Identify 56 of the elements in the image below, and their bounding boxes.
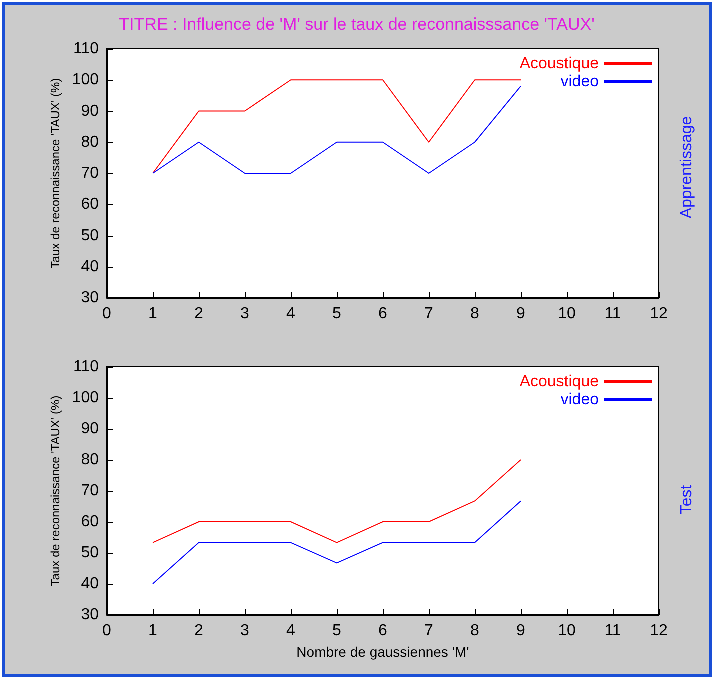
x-tick-label: 1	[148, 306, 158, 322]
x-tick-label: 9	[516, 306, 526, 322]
y-tick-label: 100	[72, 72, 100, 89]
legend-label: Acoustique	[520, 374, 600, 390]
x-tick-label: 3	[240, 622, 250, 640]
x-tick-label: 12	[650, 622, 668, 640]
y-tick-label: 70	[81, 482, 100, 500]
y-axis-title: Taux de reconnaissance 'TAUX' (%)	[48, 78, 62, 269]
y-tick-label: 30	[81, 290, 100, 306]
y-tick-label: 70	[81, 165, 100, 182]
x-tick-label: 6	[378, 622, 388, 640]
x-tick-label: 0	[102, 306, 112, 322]
y-tick-label: 40	[81, 258, 100, 276]
y-tick-label: 80	[81, 452, 100, 468]
x-tick-label: 0	[102, 622, 112, 640]
x-tick-label: 2	[194, 306, 204, 322]
line-series	[152, 460, 522, 544]
y-tick-label: 60	[81, 514, 100, 530]
x-tick-label: 1	[148, 622, 158, 640]
x-tick-label: 10	[558, 622, 576, 640]
x-tick-label: 7	[424, 306, 434, 322]
chart-title: TITRE : Influence de 'M' sur le taux de reconnaisssance 'TAUX'	[119, 15, 595, 34]
x-tick-label: 4	[286, 622, 296, 640]
y-tick-label: 80	[81, 134, 100, 151]
y-tick-label: 110	[73, 358, 100, 376]
y-tick-label: 50	[81, 544, 100, 562]
x-tick-label: 10	[558, 306, 576, 322]
x-axis-title: Nombre de gaussiennes 'M'	[296, 644, 470, 660]
x-tick-label: 4	[286, 306, 296, 322]
y-tick-label: 110	[73, 40, 100, 58]
x-tick-label: 5	[332, 622, 342, 640]
y-tick-label: 100	[72, 390, 100, 406]
y-axis-title: Taux de reconnaissance 'TAUX' (%)	[48, 396, 62, 586]
legend-label: video	[560, 74, 600, 90]
line-series	[152, 500, 522, 584]
x-tick-label: 8	[470, 622, 480, 640]
y-tick-label: 90	[81, 420, 100, 438]
x-tick-label: 3	[240, 306, 250, 322]
x-tick-label: 8	[470, 306, 480, 322]
x-tick-label: 5	[332, 306, 342, 322]
legend-label: Acoustique	[520, 56, 600, 72]
y-tick-label: 60	[81, 196, 100, 214]
legend-label: video	[560, 392, 600, 408]
x-tick-label: 11	[604, 306, 622, 322]
x-tick-label: 11	[604, 622, 622, 640]
x-tick-label: 6	[378, 306, 388, 322]
y-tick-label: 50	[81, 227, 100, 244]
y2-axis-title: Apprentissage	[678, 116, 696, 219]
x-tick-label: 12	[650, 306, 668, 322]
y-tick-label: 90	[81, 102, 100, 120]
y2-axis-title: Test	[678, 484, 696, 515]
y-tick-label: 40	[81, 576, 100, 592]
x-tick-label: 7	[424, 622, 434, 640]
x-tick-label: 2	[194, 622, 204, 640]
x-tick-label: 9	[516, 622, 526, 640]
y-tick-label: 30	[81, 606, 100, 624]
